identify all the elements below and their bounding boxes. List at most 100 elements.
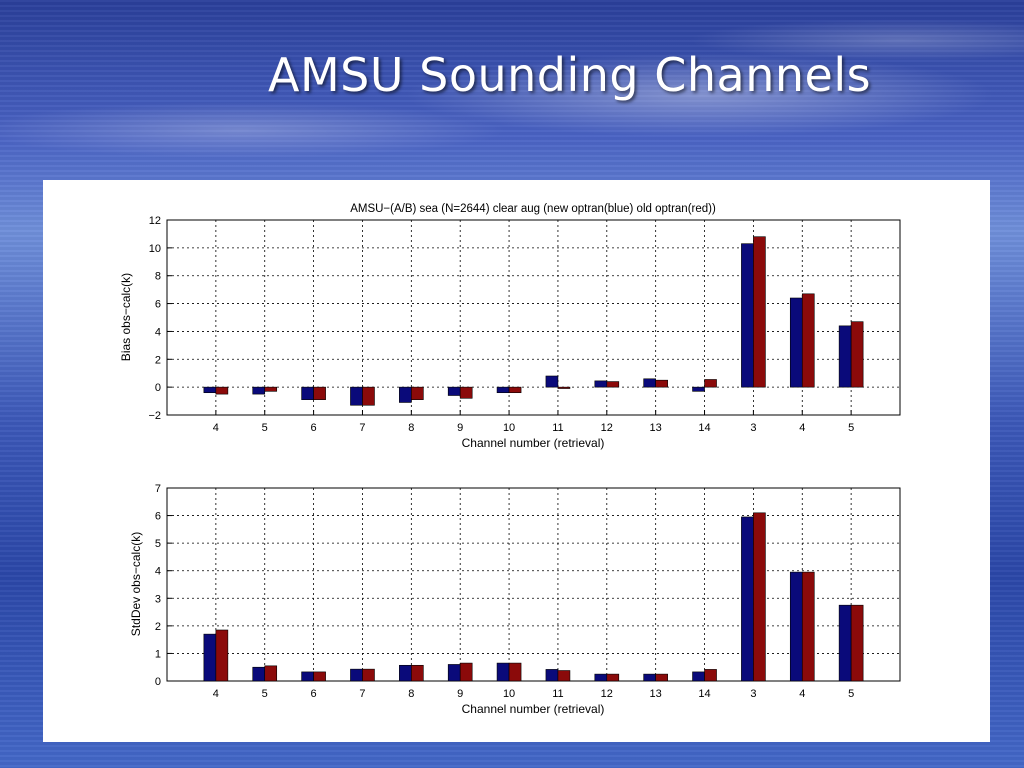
stddev-xtick-label: 9	[457, 688, 463, 700]
stddev-bar-old-optran	[606, 673, 620, 682]
stddev-xlabel: Channel number (retrieval)	[462, 702, 605, 716]
stddev-xtick-label: 8	[408, 688, 414, 700]
bias-xlabel: Channel number (retrieval)	[462, 436, 605, 450]
stddev-xtick-label: 13	[650, 688, 662, 700]
stddev-bar-old-optran	[362, 668, 375, 682]
bias-xtick-label: 8	[408, 422, 414, 434]
stddev-bar-new-optran	[252, 666, 266, 682]
stddev-xtick-label: 10	[503, 688, 515, 700]
bias-xtick-label: 11	[552, 422, 563, 434]
stddev-bar-new-optran	[643, 673, 656, 682]
bias-ytick-label: 8	[155, 271, 161, 283]
figure-panel: AMSU−(A/B) sea (N=2644) clear aug (new o…	[43, 180, 990, 742]
bias-xtick-label: 13	[650, 422, 662, 434]
stddev-plot: Channel number (retrieval) StdDev obs−ca…	[129, 483, 901, 716]
bias-xtick-label: 10	[503, 422, 515, 434]
bias-bar-old-optran	[459, 386, 473, 399]
stddev-bar-new-optran	[838, 604, 852, 682]
bias-ytick-label: 0	[155, 382, 161, 394]
stddev-bar-old-optran	[655, 673, 668, 682]
stddev-bar-old-optran	[704, 669, 717, 682]
bias-bar-old-optran	[264, 386, 278, 392]
bias-bar-new-optran	[447, 386, 461, 396]
bias-xtick-label: 4	[213, 422, 219, 434]
stddev-bar-new-optran	[692, 671, 705, 682]
bias-xtick-label: 3	[750, 422, 756, 434]
stddev-xtick-label: 4	[799, 688, 805, 700]
stddev-xtick-label: 11	[552, 688, 563, 700]
bias-bar-old-optran	[313, 386, 326, 400]
bias-bar-new-optran	[789, 297, 803, 388]
bias-bar-new-optran	[350, 386, 363, 406]
bias-bar-old-optran	[850, 321, 864, 388]
bias-xtick-label: 9	[457, 422, 463, 434]
stddev-xtick-label: 4	[213, 688, 219, 700]
stddev-ylabel: StdDev obs−calc(k)	[129, 532, 143, 636]
stddev-bar-new-optran	[203, 633, 217, 682]
slide-title: AMSU Sounding Channels	[268, 48, 872, 102]
bias-bar-old-optran	[655, 379, 668, 388]
bias-bar-old-optran	[508, 386, 522, 394]
stddev-xtick-label: 6	[311, 688, 317, 700]
bias-axes-box	[166, 219, 901, 416]
stddev-xtick-label: 12	[601, 688, 613, 700]
bias-ytick-label: 12	[149, 215, 161, 227]
stddev-xtick-label: 5	[848, 688, 854, 700]
bias-bar-new-optran	[643, 378, 656, 388]
stddev-bar-new-optran	[350, 668, 363, 682]
stddev-bar-new-optran	[447, 664, 461, 682]
bias-bar-old-optran	[704, 379, 717, 388]
bias-bar-old-optran	[753, 236, 766, 388]
bias-bar-new-optran	[301, 386, 314, 400]
bias-bar-old-optran	[362, 386, 375, 406]
stddev-xtick-label: 3	[750, 688, 756, 700]
bias-bar-new-optran	[252, 386, 266, 395]
stddev-bar-old-optran	[557, 670, 571, 682]
bias-bar-new-optran	[203, 386, 217, 394]
stddev-bar-old-optran	[264, 665, 278, 682]
stddev-axes-box	[166, 487, 901, 682]
bias-ytick-label: 2	[155, 354, 161, 366]
stddev-ytick-label: 0	[155, 676, 161, 688]
stddev-ytick-label: 7	[155, 483, 161, 495]
bias-ylabel: Bias obs−calc(k)	[119, 273, 133, 361]
bias-xtick-label: 5	[848, 422, 854, 434]
stddev-xtick-label: 7	[359, 688, 365, 700]
bias-bar-new-optran	[496, 386, 510, 394]
stddev-ytick-label: 4	[155, 566, 161, 578]
stddev-bar-old-optran	[508, 662, 522, 682]
figure-svg: AMSU−(A/B) sea (N=2644) clear aug (new o…	[119, 203, 901, 716]
stddev-bar-new-optran	[741, 516, 754, 682]
bias-xtick-label: 12	[601, 422, 613, 434]
stddev-ytick-label: 2	[155, 621, 161, 633]
stddev-bar-new-optran	[545, 669, 559, 682]
bias-bar-new-optran	[741, 243, 754, 388]
stddev-ytick-label: 5	[155, 538, 161, 550]
stddev-xtick-label: 14	[698, 688, 710, 700]
stddev-bar-old-optran	[753, 512, 766, 682]
plot-title: AMSU−(A/B) sea (N=2644) clear aug (new o…	[350, 203, 716, 215]
stddev-bar-old-optran	[459, 662, 473, 682]
bias-bar-new-optran	[838, 325, 852, 388]
stddev-ytick-label: 3	[155, 593, 161, 605]
stddev-xtick-label: 5	[262, 688, 268, 700]
bias-ytick-label: −2	[148, 410, 161, 422]
stddev-bar-old-optran	[313, 671, 326, 682]
bias-bar-old-optran	[801, 293, 815, 388]
bias-ytick-label: 6	[155, 299, 161, 311]
bias-xtick-label: 4	[799, 422, 805, 434]
stddev-bar-new-optran	[594, 673, 608, 682]
bias-bar-new-optran	[545, 375, 559, 388]
stddev-ytick-label: 1	[155, 648, 161, 660]
stddev-bar-new-optran	[399, 664, 412, 682]
bias-bar-old-optran	[215, 386, 229, 395]
stddev-bar-old-optran	[215, 629, 229, 682]
bias-ytick-label: 10	[149, 243, 161, 255]
stddev-bar-old-optran	[411, 664, 424, 682]
bias-bar-new-optran	[692, 386, 705, 392]
bias-xtick-label: 7	[359, 422, 365, 434]
bias-xtick-label: 14	[698, 422, 710, 434]
bias-bar-old-optran	[557, 386, 571, 389]
stddev-bar-old-optran	[850, 604, 864, 682]
stddev-bar-old-optran	[801, 571, 815, 682]
